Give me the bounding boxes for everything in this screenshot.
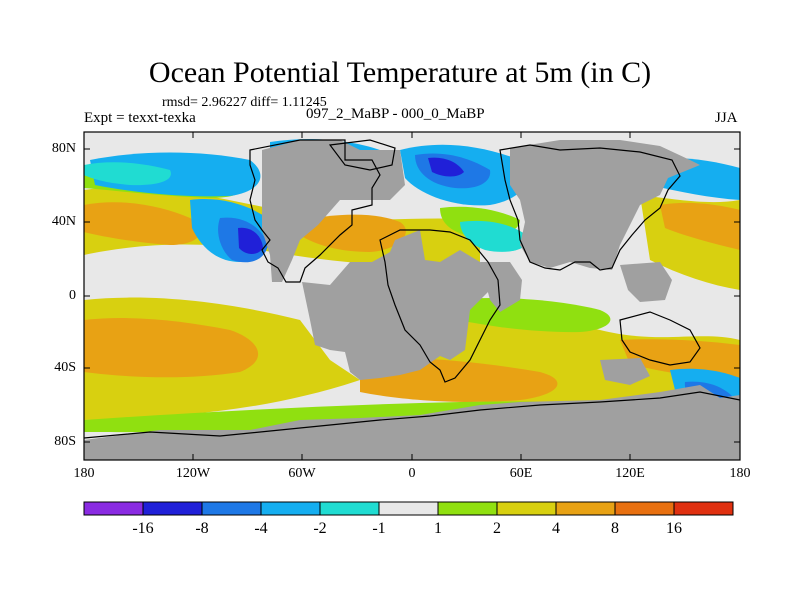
- coastline-america: [249, 139, 381, 283]
- coastline-africa-europe: [379, 229, 501, 383]
- land-africa: [480, 262, 522, 312]
- land-north-america: [262, 140, 405, 282]
- colorbar-label: 16: [666, 520, 682, 537]
- colorbar-swatch: [673, 501, 734, 516]
- warm-core-nepacific: [660, 202, 740, 250]
- lon-ticks: [83, 132, 741, 460]
- colorbar-swatch: [378, 501, 439, 516]
- colorbar-label: -2: [313, 520, 327, 537]
- cyan-patch-north: [84, 162, 171, 186]
- experiment-label: Expt = texxt-texka: [84, 110, 196, 126]
- colorbar-label: -4: [254, 520, 268, 537]
- season-label: JJA: [715, 110, 738, 126]
- coastlines: [84, 139, 740, 439]
- cyan-patch-med: [460, 220, 530, 252]
- lat-ticks: [84, 148, 740, 443]
- colorbar-label: -8: [195, 520, 209, 537]
- land-eurasia: [510, 140, 700, 270]
- plot-title: Ocean Potential Temperature at 5m (in C): [148, 56, 652, 89]
- lon-label: 180: [73, 466, 95, 481]
- warm-core-southwest: [84, 318, 259, 378]
- rmsd-diff-stats: rmsd= 2.96227 diff= 1.11245: [162, 95, 327, 110]
- colorbar-swatch: [201, 501, 262, 516]
- coastline-greenland: [328, 139, 396, 171]
- lon-label: 0: [408, 466, 416, 481]
- deepblue-patch-west: [238, 227, 263, 254]
- colorbar-swatch: [496, 501, 557, 516]
- lat-label: 80S: [54, 434, 76, 449]
- land-australia-ridge: [620, 262, 672, 302]
- colorbar-label: -16: [132, 520, 154, 537]
- deepblue-patch-arctic: [428, 157, 464, 177]
- coastline-australia: [619, 311, 701, 366]
- green-band-equator: [450, 298, 611, 333]
- warm-core-north: [84, 202, 201, 245]
- colorbar-swatch: [614, 501, 675, 516]
- colorbar-label: 8: [611, 520, 619, 537]
- difference-label: 097_2_MaBP - 000_0_MaBP: [306, 106, 485, 122]
- colorbar-swatch: [142, 501, 203, 516]
- colorbar-label: -1: [372, 520, 386, 537]
- warm-core-east: [620, 339, 740, 380]
- lon-label: 120E: [615, 466, 645, 481]
- land-south-america: [302, 230, 490, 380]
- lat-label: 40S: [54, 360, 76, 375]
- warm-core-mid: [300, 214, 406, 252]
- map-fields: [84, 139, 740, 460]
- lat-label: 0: [69, 288, 76, 303]
- lon-label: 180: [729, 466, 751, 481]
- colorbar-swatch: [555, 501, 616, 516]
- colorbar-swatch: [83, 501, 144, 516]
- lon-label: 60W: [288, 466, 316, 481]
- colorbar-label: 1: [434, 520, 442, 537]
- colorbar-swatch: [437, 501, 498, 516]
- colorbar: [83, 501, 734, 516]
- coastline-asia: [499, 144, 681, 271]
- colorbar-label: 4: [552, 520, 560, 537]
- coastline-antarctica: [84, 391, 740, 439]
- colorbar-swatch: [260, 501, 321, 516]
- colorbar-swatch: [319, 501, 380, 516]
- land-island-indian: [600, 358, 650, 385]
- lon-label: 120W: [175, 466, 211, 481]
- lon-label: 60E: [509, 466, 533, 481]
- lat-label: 80N: [51, 141, 76, 156]
- colorbar-label: 2: [493, 520, 501, 537]
- lat-label: 40N: [51, 214, 76, 229]
